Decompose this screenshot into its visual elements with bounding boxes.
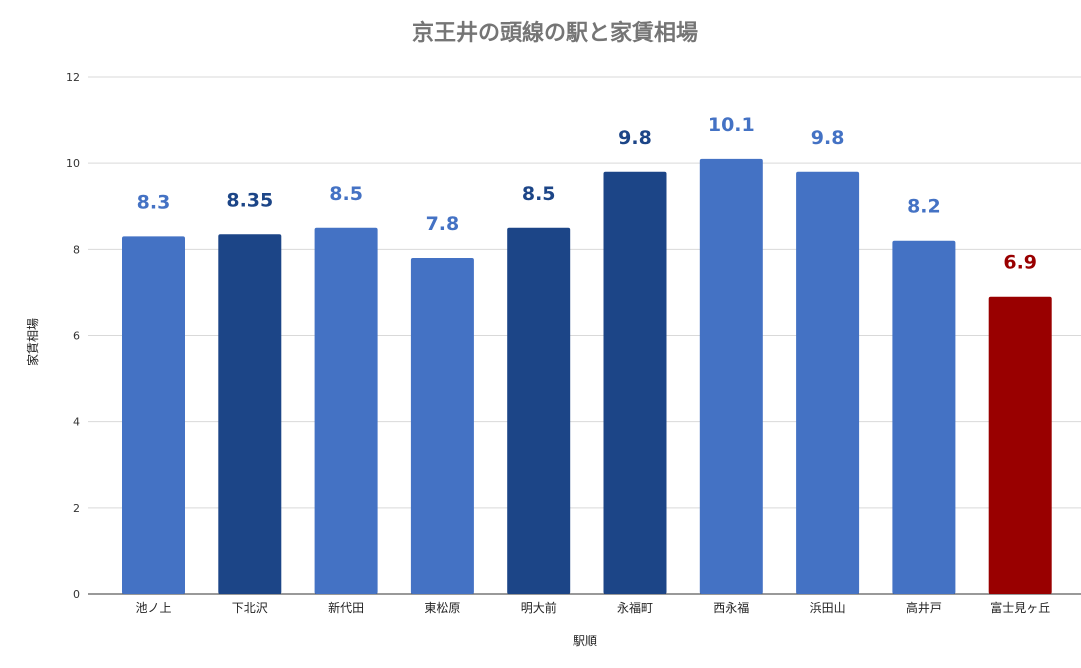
x-tick-label: 富士見ヶ丘 — [990, 600, 1050, 615]
x-tick-label: 東松原 — [424, 601, 460, 615]
y-tick-label: 2 — [73, 502, 80, 515]
data-label: 8.5 — [522, 183, 556, 205]
data-labels: 8.3 8.35 8.5 7.8 8.5 9.8 10.1 9.8 8.2 6.9 — [137, 114, 1037, 274]
bar — [796, 171, 860, 595]
y-tick-label: 12 — [66, 71, 80, 84]
bar — [122, 236, 185, 595]
data-label: 8.35 — [226, 189, 273, 211]
bar — [314, 227, 378, 594]
data-label: 10.1 — [708, 114, 755, 136]
x-tick-label: 新代田 — [328, 600, 364, 615]
x-axis-title: 駅順 — [573, 634, 597, 648]
bar — [218, 234, 282, 595]
data-label: 8.2 — [907, 196, 941, 218]
bar — [507, 227, 571, 594]
data-label: 8.3 — [137, 191, 171, 213]
x-axis-categories: 池ノ上 下北沢 新代田 東松原 明大前 永福町 西永福 浜田山 高井戸 富士見ヶ丘 — [135, 600, 1050, 615]
y-axis-ticks: 0 2 4 6 8 10 12 — [66, 71, 80, 601]
x-tick-label: 高井戸 — [906, 600, 942, 615]
chart-title: 京王井の頭線の駅と家賃相場 — [412, 20, 698, 46]
bar — [410, 257, 474, 594]
y-tick-label: 6 — [73, 330, 80, 343]
data-label: 6.9 — [1003, 252, 1037, 274]
data-label: 7.8 — [426, 213, 460, 235]
bar — [892, 240, 956, 594]
y-tick-label: 0 — [73, 588, 80, 601]
data-label: 9.8 — [618, 127, 652, 149]
x-tick-label: 西永福 — [713, 600, 749, 615]
bar — [699, 158, 763, 594]
data-label: 8.5 — [329, 183, 363, 205]
x-tick-label: 浜田山 — [810, 601, 846, 615]
y-tick-label: 4 — [73, 416, 80, 429]
bars — [122, 158, 1052, 595]
x-tick-label: 明大前 — [521, 600, 557, 615]
y-axis-title: 家賃相場 — [25, 318, 40, 366]
x-tick-label: 下北沢 — [232, 601, 268, 615]
y-tick-label: 8 — [73, 243, 80, 256]
x-tick-label: 永福町 — [617, 600, 653, 615]
y-tick-label: 10 — [66, 157, 80, 170]
x-tick-label: 池ノ上 — [135, 601, 171, 615]
bar — [603, 171, 667, 595]
bar — [988, 296, 1052, 594]
data-label: 9.8 — [811, 127, 845, 149]
